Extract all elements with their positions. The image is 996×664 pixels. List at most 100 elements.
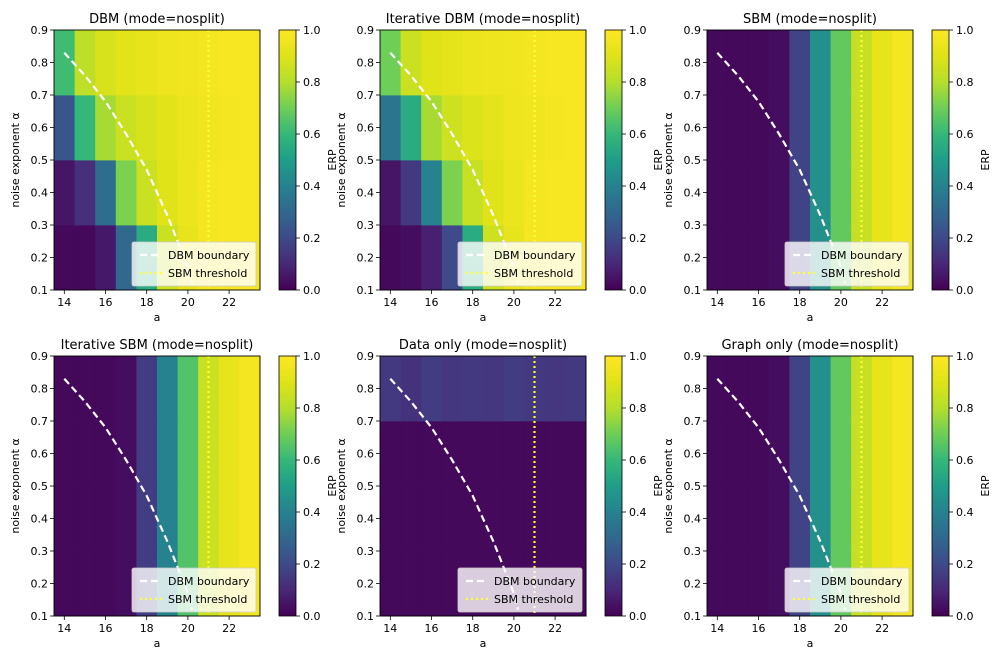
legend: DBM boundary SBM threshold bbox=[457, 567, 583, 613]
heatmap-cell bbox=[871, 95, 893, 161]
y-tick-label: 0.7 bbox=[357, 415, 375, 428]
y-tick-label: 0.4 bbox=[31, 513, 49, 526]
y-axis-label: noise exponent α bbox=[9, 112, 22, 207]
heatmap-cell bbox=[400, 356, 422, 422]
heatmap-cell bbox=[74, 551, 96, 617]
legend-box bbox=[131, 241, 257, 287]
heatmap-cell bbox=[892, 30, 914, 96]
chart-title: SBM (mode=nosplit) bbox=[743, 12, 877, 27]
heatmap-cell bbox=[421, 486, 443, 552]
y-tick-label: 0.5 bbox=[31, 480, 49, 493]
heatmap-cell bbox=[565, 421, 587, 487]
heatmap-cell bbox=[727, 551, 749, 617]
heatmap-cell bbox=[157, 486, 178, 552]
heatmap-cell bbox=[95, 551, 117, 617]
colorbar-tick-label: 1.0 bbox=[956, 350, 974, 363]
heatmap-cell bbox=[462, 486, 484, 552]
heatmap-cell bbox=[198, 421, 220, 487]
legend-box bbox=[457, 241, 583, 287]
heatmap-cell bbox=[421, 225, 443, 291]
heatmap-cell bbox=[707, 356, 728, 422]
heatmap-cell bbox=[810, 421, 831, 487]
x-tick-label: 18 bbox=[793, 622, 807, 635]
x-axis-label: a bbox=[480, 637, 487, 650]
heatmap-cell bbox=[707, 551, 728, 617]
y-tick-label: 0.6 bbox=[31, 122, 49, 135]
heatmap-cell bbox=[218, 160, 240, 226]
colorbar-gradient bbox=[278, 355, 297, 617]
colorbar-tick-label: 0.4 bbox=[303, 180, 321, 193]
colorbar-tick-label: 1.0 bbox=[956, 24, 974, 37]
y-tick-label: 0.3 bbox=[684, 219, 702, 232]
chart-title: Iterative SBM (mode=nosplit) bbox=[61, 338, 254, 353]
heatmap-cell bbox=[177, 160, 199, 226]
colorbar: 0.0 0.2 0.4 0.6 0.8 1.0 ERP bbox=[931, 350, 992, 623]
x-tick-label: 18 bbox=[140, 296, 154, 309]
heatmap-cell bbox=[768, 95, 790, 161]
legend-threshold-label: SBM threshold bbox=[821, 267, 900, 280]
colorbar-tick-label: 0.8 bbox=[956, 76, 974, 89]
x-axis-label: a bbox=[807, 311, 814, 324]
y-tick-label: 0.9 bbox=[31, 350, 49, 363]
y-tick-label: 0.2 bbox=[684, 252, 702, 265]
x-tick-label: 16 bbox=[752, 296, 766, 309]
heatmap-cell bbox=[74, 95, 96, 161]
legend-boundary-label: DBM boundary bbox=[168, 249, 250, 262]
y-tick-label: 0.3 bbox=[357, 219, 375, 232]
colorbar-tick-label: 0.2 bbox=[956, 558, 974, 571]
heatmap-cell bbox=[851, 160, 873, 226]
heatmap-cell bbox=[380, 95, 401, 161]
heatmap-cell bbox=[177, 356, 199, 422]
x-tick-label: 18 bbox=[466, 622, 480, 635]
heatmap-cell bbox=[727, 30, 749, 96]
heatmap-cell bbox=[768, 225, 790, 291]
heatmap-cell bbox=[503, 486, 525, 552]
y-tick-label: 0.6 bbox=[684, 122, 702, 135]
heatmap-cell bbox=[441, 486, 463, 552]
colorbar: 0.0 0.2 0.4 0.6 0.8 1.0 ERP bbox=[278, 350, 339, 623]
y-tick-label: 0.8 bbox=[31, 57, 49, 70]
heatmap-cell bbox=[810, 160, 831, 226]
heatmap-cell bbox=[483, 160, 504, 226]
heatmap-cell bbox=[503, 95, 525, 161]
colorbar-tick-label: 0.0 bbox=[629, 284, 647, 297]
y-axis-label: noise exponent α bbox=[9, 438, 22, 533]
colorbar-tick-label: 0.6 bbox=[956, 128, 974, 141]
heatmap-cell bbox=[157, 356, 178, 422]
heatmap-cell bbox=[441, 225, 463, 291]
legend: DBM boundary SBM threshold bbox=[784, 241, 910, 287]
heatmap-cell bbox=[115, 551, 137, 617]
y-tick-label: 0.8 bbox=[31, 383, 49, 396]
heatmap-cell bbox=[441, 551, 463, 617]
y-tick-label: 0.7 bbox=[31, 415, 49, 428]
heatmap-cell bbox=[892, 160, 914, 226]
heatmap-cell bbox=[789, 30, 811, 96]
heatmap-cell bbox=[768, 160, 790, 226]
heatmap-cell bbox=[380, 486, 401, 552]
heatmap-cell bbox=[768, 356, 790, 422]
subplot-6: 14 16 18 20 22 0.1 0.2 0.3 0.4 0.5 0.6 0.7 0.8 0.9 Gra… bbox=[662, 338, 992, 650]
colorbar-tick-label: 0.6 bbox=[956, 454, 974, 467]
subplot-5: 14 16 18 20 22 0.1 0.2 0.3 0.4 0.5 0.6 0.7 0.8 0.9 Dat… bbox=[335, 338, 665, 650]
colorbar-tick-label: 0.4 bbox=[303, 506, 321, 519]
heatmap-cell bbox=[400, 551, 422, 617]
heatmap-cell bbox=[198, 95, 220, 161]
colorbar-tick-label: 0.0 bbox=[629, 610, 647, 623]
legend: DBM boundary SBM threshold bbox=[131, 567, 257, 613]
heatmap-cell bbox=[524, 486, 546, 552]
x-tick-label: 14 bbox=[710, 622, 724, 635]
legend: DBM boundary SBM threshold bbox=[784, 567, 910, 613]
x-tick-label: 20 bbox=[507, 296, 521, 309]
legend-box bbox=[784, 241, 910, 287]
colorbar-tick-label: 0.2 bbox=[956, 232, 974, 245]
heatmap-cell bbox=[789, 356, 811, 422]
colorbar-tick-label: 0.8 bbox=[303, 76, 321, 89]
heatmap-cell bbox=[239, 421, 261, 487]
subplot-1: 14 16 18 20 22 0.1 0.2 0.3 0.4 0.5 0.6 0.7 0.8 0.9 DBM… bbox=[9, 12, 339, 324]
heatmap-cell bbox=[239, 95, 261, 161]
heatmap-cell bbox=[707, 486, 728, 552]
y-tick-label: 0.1 bbox=[31, 610, 49, 623]
x-tick-label: 20 bbox=[834, 622, 848, 635]
legend-box bbox=[131, 567, 257, 613]
heatmap-cell bbox=[727, 356, 749, 422]
